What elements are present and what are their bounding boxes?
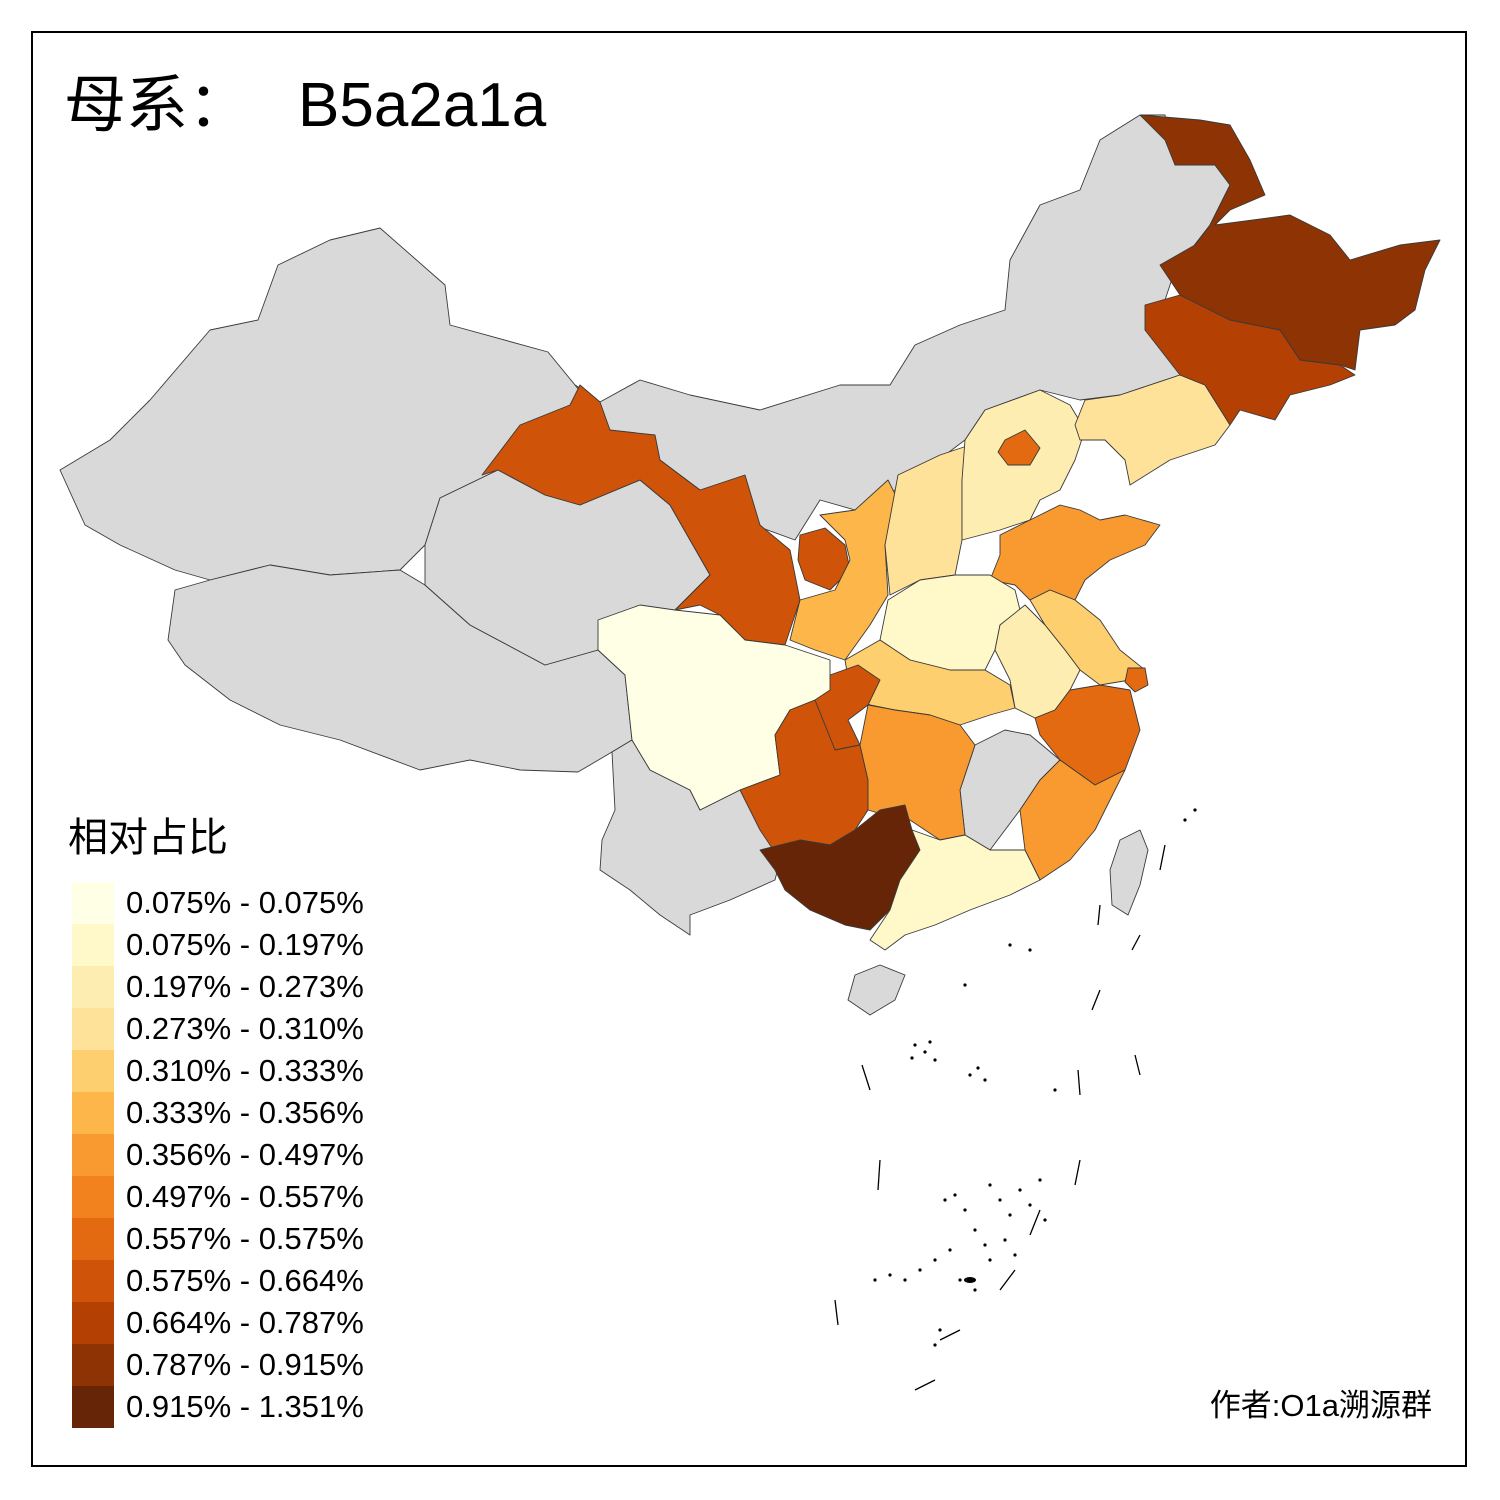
legend-swatch xyxy=(72,882,114,924)
region-taiwan[interactable] xyxy=(1109,829,1149,916)
legend-label: 0.787% - 0.915% xyxy=(126,1347,364,1382)
legend-item: 0.497% - 0.557% xyxy=(72,1176,402,1218)
map-title-prefix: 母系： xyxy=(64,68,251,141)
legend-item: 0.273% - 0.310% xyxy=(72,1008,402,1050)
legend-item: 0.333% - 0.356% xyxy=(72,1092,402,1134)
south-china-sea-islands xyxy=(834,808,1197,1391)
region-beijing[interactable] xyxy=(997,429,1041,466)
legend: 0.075% - 0.075% 0.075% - 0.197% 0.197% - 0… xyxy=(72,882,402,1428)
region-shanxi[interactable] xyxy=(884,444,971,596)
legend-item: 0.197% - 0.273% xyxy=(72,966,402,1008)
legend-swatch xyxy=(72,966,114,1008)
map-frame xyxy=(31,31,1467,1467)
legend-label: 0.333% - 0.356% xyxy=(126,1095,364,1130)
legend-item: 0.557% - 0.575% xyxy=(72,1218,402,1260)
legend-item: 0.575% - 0.664% xyxy=(72,1260,402,1302)
legend-swatch xyxy=(72,1008,114,1050)
legend-label: 0.310% - 0.333% xyxy=(126,1053,364,1088)
legend-swatch xyxy=(72,1302,114,1344)
legend-swatch xyxy=(72,1176,114,1218)
legend-label: 0.075% - 0.197% xyxy=(126,927,364,962)
region-shandong[interactable] xyxy=(989,504,1161,601)
legend-swatch xyxy=(72,924,114,966)
legend-swatch xyxy=(72,1092,114,1134)
legend-label: 0.915% - 1.351% xyxy=(126,1389,364,1424)
legend-label: 0.356% - 0.497% xyxy=(126,1137,364,1172)
legend-item: 0.310% - 0.333% xyxy=(72,1050,402,1092)
legend-label: 0.664% - 0.787% xyxy=(126,1305,364,1340)
author-credit: 作者:O1a溯源群 xyxy=(1209,1388,1432,1423)
legend-title: 相对占比 xyxy=(68,815,228,861)
map-title-haplogroup: B5a2a1a xyxy=(298,71,547,140)
legend-swatch xyxy=(72,1386,114,1428)
legend-swatch xyxy=(72,1344,114,1386)
legend-label: 0.075% - 0.075% xyxy=(126,885,364,920)
region-gansu[interactable] xyxy=(481,384,801,646)
legend-label: 0.557% - 0.575% xyxy=(126,1221,364,1256)
legend-label: 0.575% - 0.664% xyxy=(126,1263,364,1298)
region-jiangxi[interactable] xyxy=(1034,684,1141,786)
legend-swatch xyxy=(72,1050,114,1092)
legend-item: 0.664% - 0.787% xyxy=(72,1302,402,1344)
legend-label: 0.197% - 0.273% xyxy=(126,969,364,1004)
map-title: 母系： B5a2a1a xyxy=(64,74,546,137)
legend-item: 0.075% - 0.075% xyxy=(72,882,402,924)
legend-label: 0.273% - 0.310% xyxy=(126,1011,364,1046)
legend-swatch xyxy=(72,1218,114,1260)
legend-swatch xyxy=(72,1134,114,1176)
region-hainan[interactable] xyxy=(847,964,906,1016)
legend-item: 0.787% - 0.915% xyxy=(72,1344,402,1386)
legend-label: 0.497% - 0.557% xyxy=(126,1179,364,1214)
legend-item: 0.356% - 0.497% xyxy=(72,1134,402,1176)
region-shanghai[interactable] xyxy=(1124,667,1149,693)
region-guangdong[interactable] xyxy=(869,829,1041,951)
legend-swatch xyxy=(72,1260,114,1302)
region-heilongjiang[interactable] xyxy=(1139,114,1441,371)
legend-item: 0.915% - 1.351% xyxy=(72,1386,402,1428)
legend-item: 0.075% - 0.197% xyxy=(72,924,402,966)
